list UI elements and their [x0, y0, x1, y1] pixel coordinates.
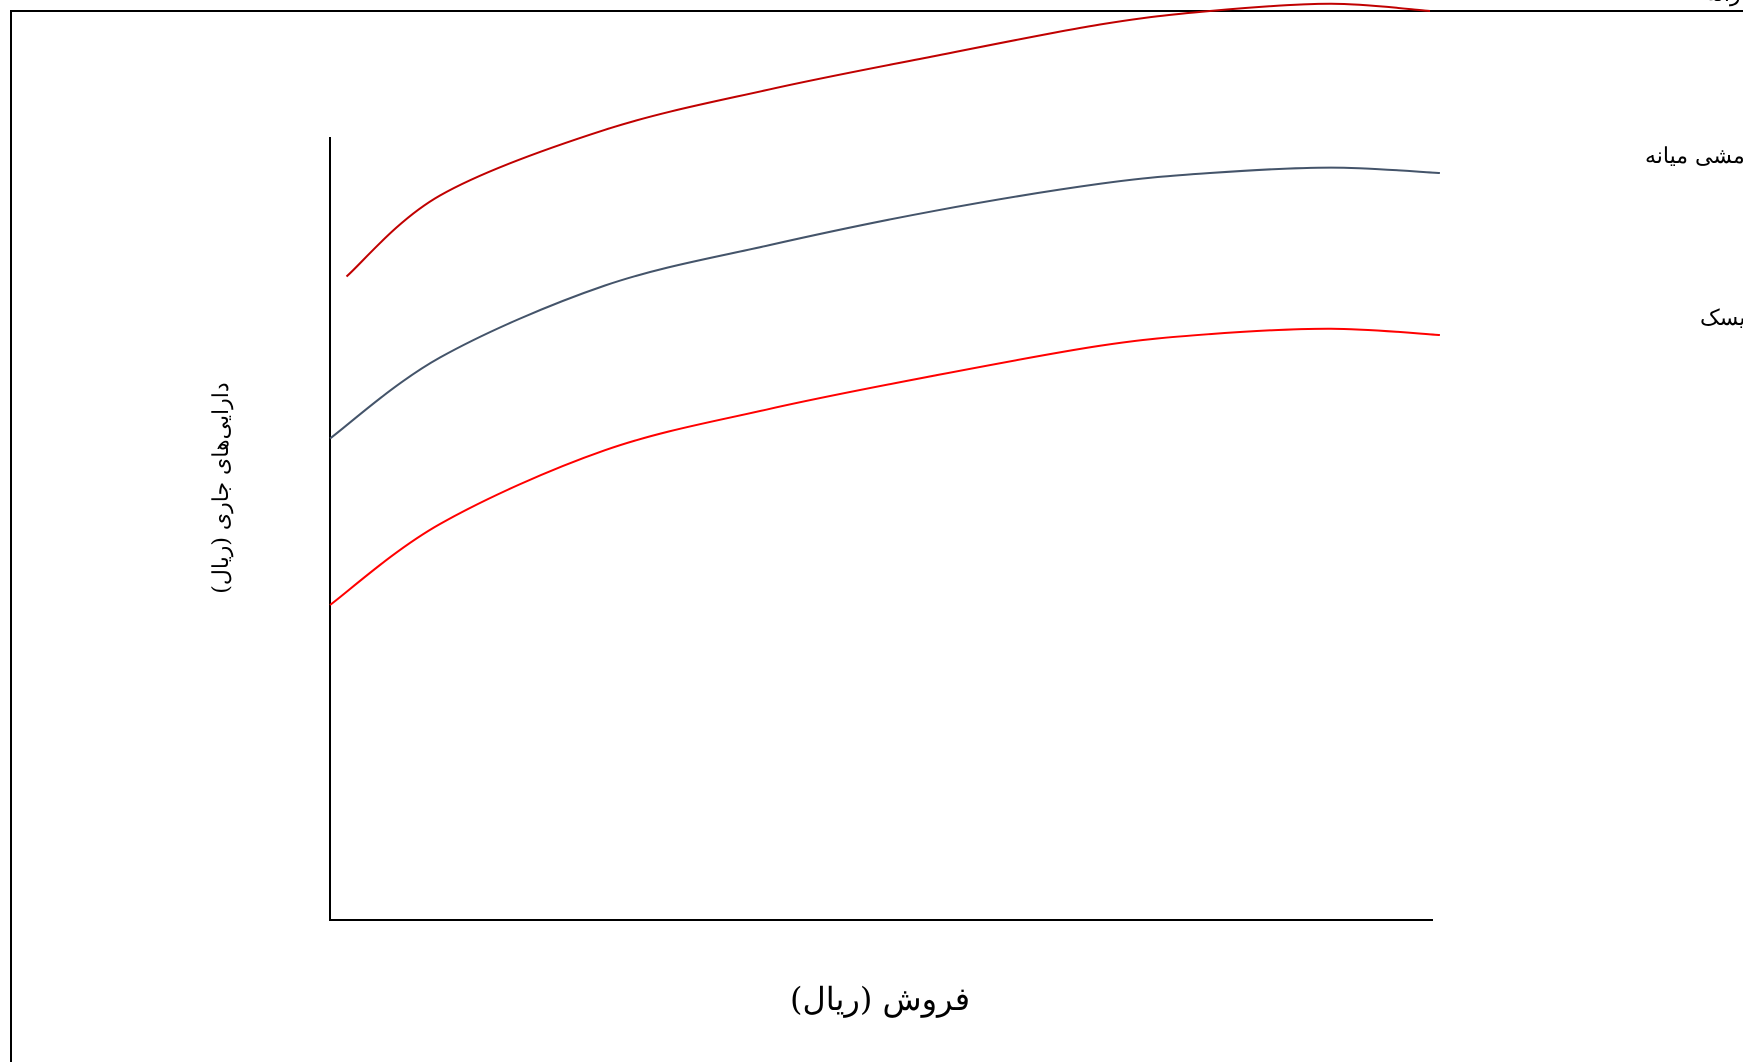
series-line-1	[345, 2, 1431, 278]
series-layer	[329, 2, 1440, 606]
y-axis-label: دارایی‌های جاری (ریال)	[209, 382, 234, 593]
series-line-2	[329, 166, 1440, 440]
chart-frame	[10, 10, 1743, 1062]
series-label-3: خط‌مشی پرریسک	[1700, 306, 1743, 331]
legend-layer: خط مشی محافظه‌کارانه خط‌مشی میانه خط‌مشی پ…	[1645, 0, 1743, 331]
series-label-1: خط مشی محافظه‌کارانه	[1706, 0, 1743, 7]
x-axis-label: فروش (ریال)	[790, 980, 970, 1018]
series-line-3	[329, 327, 1440, 606]
series-label-2: خط‌مشی میانه	[1645, 144, 1743, 169]
